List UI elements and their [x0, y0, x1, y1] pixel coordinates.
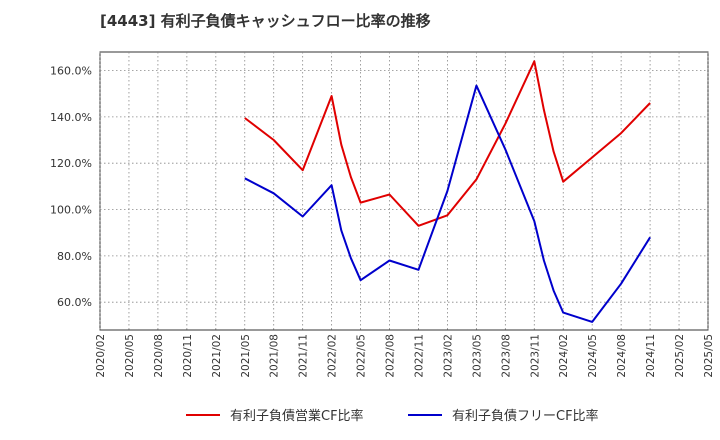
legend: 有利子負債営業CF比率 有利子負債フリーCF比率: [0, 405, 720, 427]
legend-item-operating-cf: 有利子負債営業CF比率: [186, 405, 364, 424]
legend-label: 有利子負債フリーCF比率: [452, 409, 599, 424]
series-line-free-cf: [244, 84, 651, 323]
y-tick-label: 160.0%: [50, 65, 92, 78]
x-tick-label: 2021/02: [211, 334, 223, 378]
x-tick-label: 2024/02: [558, 334, 570, 378]
x-tick-label: 2023/02: [442, 334, 454, 378]
x-tick-label: 2022/02: [327, 334, 339, 378]
legend-swatch-blue: [408, 413, 442, 416]
x-tick-label: 2022/08: [385, 334, 397, 378]
x-tick-label: 2023/08: [500, 334, 512, 378]
x-tick-label: 2024/05: [587, 334, 599, 378]
series-lines: [244, 60, 651, 323]
x-tick-label: 2020/02: [95, 334, 107, 378]
plot-area: [99, 51, 709, 331]
x-axis-ticks: 2020/02 2020/05 2020/08 2020/11 2021/02 2021/…: [95, 334, 715, 378]
x-tick-label: 2020/05: [124, 334, 136, 378]
x-tick-label: 2022/05: [356, 334, 368, 378]
y-tick-label: 80.0%: [57, 250, 92, 263]
x-tick-label: 2025/05: [703, 334, 715, 378]
x-tick-label: 2021/11: [298, 334, 310, 378]
x-tick-label: 2020/08: [153, 334, 165, 378]
x-tick-label: 2021/05: [240, 334, 252, 378]
x-tick-label: 2025/02: [674, 334, 686, 378]
y-axis-ticks: 60.0% 80.0% 100.0% 120.0% 140.0% 160.0%: [50, 65, 92, 310]
legend-swatch-red: [186, 413, 220, 416]
x-tick-label: 2022/11: [413, 334, 425, 378]
y-tick-label: 140.0%: [50, 111, 92, 124]
chart-title: [4443] 有利子負債キャッシュフロー比率の推移: [100, 12, 431, 30]
y-tick-label: 100.0%: [50, 204, 92, 217]
series-line-operating-cf: [244, 60, 651, 227]
y-tick-label: 120.0%: [50, 157, 92, 170]
legend-label: 有利子負債営業CF比率: [230, 409, 364, 424]
x-tick-label: 2024/11: [645, 334, 657, 378]
x-tick-label: 2021/08: [269, 334, 281, 378]
x-tick-label: 2023/05: [471, 334, 483, 378]
x-tick-label: 2024/08: [616, 334, 628, 378]
y-tick-label: 60.0%: [57, 296, 92, 309]
x-tick-label: 2020/11: [182, 334, 194, 378]
legend-item-free-cf: 有利子負債フリーCF比率: [408, 405, 599, 424]
x-tick-label: 2023/11: [529, 334, 541, 378]
